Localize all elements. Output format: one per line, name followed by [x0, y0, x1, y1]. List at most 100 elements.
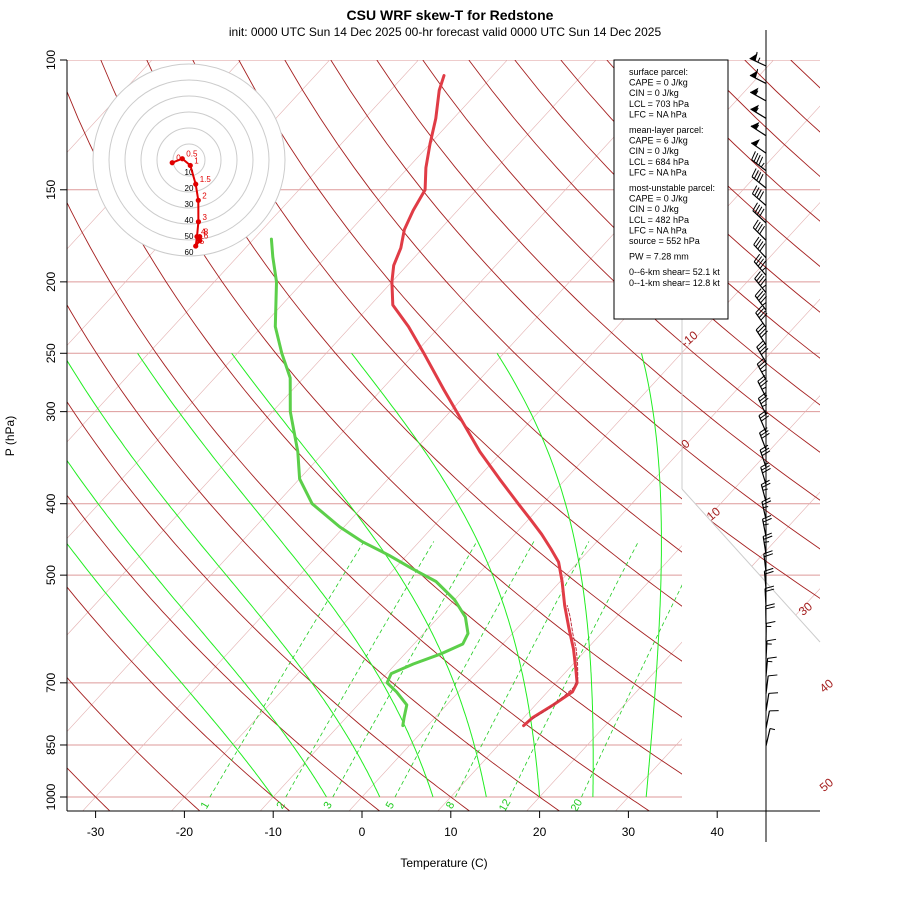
x-tick-label: -10 — [265, 825, 283, 839]
stats-line: LCL = 482 hPa — [629, 215, 689, 225]
hodograph-ring — [108, 79, 270, 241]
wind-barb — [758, 427, 770, 450]
isotherm-line — [67, 60, 508, 539]
hodograph-ring-label: 10 — [185, 168, 194, 177]
hodograph-point — [193, 243, 199, 249]
moist-adiabat — [231, 353, 487, 798]
stats-line: CAPE = 0 J/kg — [629, 194, 688, 204]
moist-adiabat — [67, 459, 327, 798]
hodograph-trace — [171, 157, 201, 247]
mixing-ratio-label: 8 — [444, 800, 457, 811]
dry-adiabat — [67, 90, 741, 811]
wind-barb — [765, 656, 777, 677]
x-tick-label: 10 — [444, 825, 458, 839]
hodograph-point — [197, 234, 203, 240]
wind-barb — [751, 185, 767, 206]
hodograph-ring — [92, 63, 286, 257]
isotherm-line — [67, 60, 419, 443]
mixing-ratio-lines: 1 2 3 5 8 12 20 — [199, 541, 705, 811]
hodograph-point-label: 1 — [194, 156, 199, 165]
wind-barb — [753, 236, 767, 259]
stats-line: 0--6-km shear= 52.1 kt — [629, 267, 720, 277]
x-axis-label: Temperature (C) — [400, 856, 487, 870]
stats-line: surface parcel: — [629, 67, 688, 77]
stats-line: LCL = 703 hPa — [629, 99, 689, 109]
isotherm-label: 0 — [678, 436, 692, 451]
y-tick-label: 150 — [44, 179, 58, 199]
mixing-ratio-label: 2 — [274, 800, 287, 811]
stats-line: source = 552 hPa — [629, 236, 700, 246]
hodograph-point-label: 4 — [201, 228, 206, 237]
isotherm-line — [67, 60, 686, 732]
wind-barb — [756, 340, 769, 363]
y-tick-label: 850 — [44, 735, 58, 755]
wind-barb — [752, 202, 767, 224]
wind-barb — [763, 550, 774, 572]
isotherm-line — [880, 44, 900, 813]
moist-adiabat — [641, 353, 662, 798]
hodograph: 10 20 30 40 50 60 0 0.51 1.5 2 3 4568 — [92, 63, 286, 257]
hodograph-ring-label: 60 — [185, 248, 194, 257]
dewpoint-line — [269, 237, 470, 728]
hodograph-ring-label: 40 — [185, 216, 194, 225]
x-tick-label: -30 — [87, 825, 105, 839]
wind-barb — [750, 139, 767, 154]
hodograph-point-label: 8 — [204, 228, 209, 237]
moist-adiabat — [496, 353, 594, 797]
stats-line: CAPE = 0 J/kg — [629, 78, 688, 88]
wind-barb — [755, 322, 768, 346]
wind-barb — [762, 532, 773, 555]
hodograph-point-label: 2 — [202, 191, 207, 200]
y-tick-label: 700 — [44, 673, 58, 693]
dry-adiabat — [67, 494, 381, 811]
wind-barb — [758, 409, 770, 433]
sounding-profiles — [269, 74, 579, 728]
hodograph-point-label: 6 — [204, 232, 209, 241]
wind-barb — [752, 219, 767, 241]
dry-adiabat — [67, 304, 561, 811]
mixing-ratio-line — [285, 541, 435, 798]
stats-line: most-unstable parcel: — [629, 183, 715, 193]
hodograph-point — [195, 197, 201, 203]
wind-barb — [765, 674, 778, 694]
wind-barbs — [749, 30, 779, 842]
wind-barb — [765, 621, 776, 642]
wind-barb — [759, 444, 771, 468]
moist-adiabat — [67, 542, 274, 798]
wind-barb — [765, 727, 776, 747]
hodograph-ring — [124, 95, 254, 225]
wind-barb — [754, 288, 767, 311]
mixing-ratio-label: 5 — [384, 800, 397, 811]
wind-barb — [755, 305, 768, 328]
wind-barb — [749, 68, 767, 84]
dry-adiabat — [284, 60, 820, 599]
stats-line: mean-layer parcel: — [629, 125, 704, 135]
wind-barb — [760, 479, 771, 503]
y-tick-label: 1000 — [44, 783, 58, 810]
chart-title: CSU WRF skew-T for Redstone — [347, 7, 554, 23]
hodograph-point-label: 1.5 — [200, 175, 212, 184]
hodograph-ring-label: 20 — [185, 184, 194, 193]
hodograph-point — [195, 219, 202, 225]
x-tick-label: 0 — [359, 825, 366, 839]
wind-barb — [753, 253, 767, 276]
stats-line: CIN = 0 J/kg — [629, 146, 679, 156]
wind-barb — [750, 121, 767, 137]
stats-line: LFC = NA hPa — [629, 225, 687, 235]
inner-frame-diagonal — [681, 488, 821, 643]
wind-barb — [749, 51, 767, 67]
lower-right-mask — [682, 489, 820, 811]
dry-adiabat — [376, 60, 820, 501]
stats-line: LFC = NA hPa — [629, 109, 687, 119]
wind-barb — [750, 104, 767, 119]
wind-barb — [765, 710, 779, 729]
moist-adiabat-lines — [67, 352, 662, 798]
wind-barb — [764, 585, 775, 607]
hodograph-point — [169, 160, 175, 166]
stats-line: CIN = 0 J/kg — [629, 88, 679, 98]
hodograph-point-label: 5 — [200, 237, 205, 246]
isotherm-label: 30 — [796, 599, 815, 619]
stats-line: LFC = NA hPa — [629, 167, 687, 177]
hodograph-ring — [172, 143, 206, 177]
